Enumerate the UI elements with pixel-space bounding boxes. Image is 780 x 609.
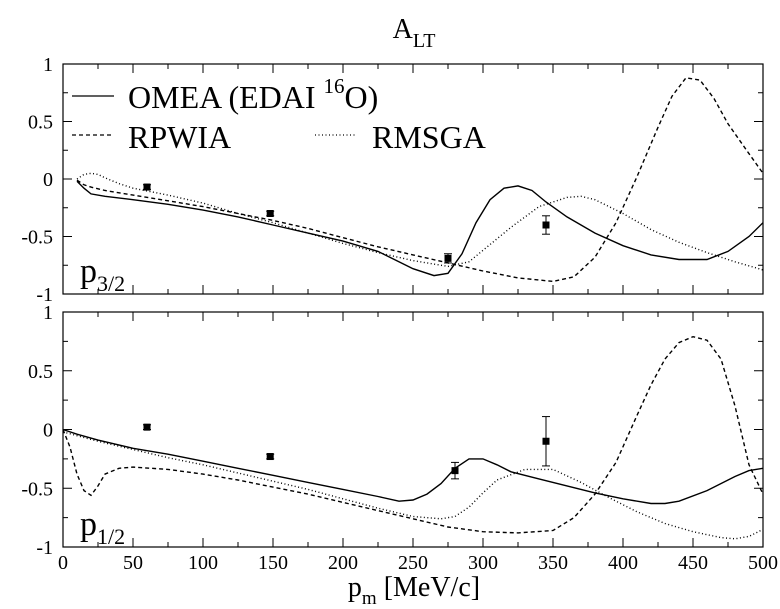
x-tick-label: 100 — [188, 552, 218, 574]
y-tick-label: -0.5 — [21, 478, 53, 500]
y-tick-label: -0.5 — [21, 227, 53, 249]
y-tick-label: 0 — [43, 169, 53, 191]
x-tick-label: 250 — [398, 552, 428, 574]
chart-title-subscript: LT — [413, 30, 436, 52]
plot-frame — [62, 311, 764, 548]
x-tick-label: 0 — [58, 552, 68, 574]
y-tick-label: 0.5 — [28, 361, 53, 383]
series-solid-line — [76, 180, 763, 277]
legend-omea-label: OMEA (EDAI 16O) — [128, 74, 378, 115]
panel-label: p1/2 — [80, 506, 125, 549]
data-point — [143, 183, 151, 191]
data-point — [542, 221, 550, 229]
panel-label: p3/2 — [80, 253, 125, 296]
data-point — [444, 254, 452, 262]
legend-rmsga-label: RMSGA — [372, 119, 486, 155]
series-dotted-line — [76, 172, 763, 271]
x-axis-label: pm [MeV/c] — [348, 572, 480, 609]
y-tick-label: 1 — [43, 302, 53, 324]
x-tick-label: 500 — [748, 552, 778, 574]
chart-title: ALT — [393, 14, 436, 52]
x-tick-label: 350 — [538, 552, 568, 574]
legend: OMEA (EDAI 16O) RPWIA RMSGA — [72, 74, 486, 155]
x-tick-label: 150 — [258, 552, 288, 574]
y-tick-label: -1 — [36, 284, 53, 306]
x-tick-label: 50 — [123, 552, 143, 574]
data-point — [143, 423, 151, 431]
x-tick-label: 400 — [608, 552, 638, 574]
y-tick-label: 0 — [43, 420, 53, 442]
y-tick-label: 0.5 — [28, 112, 53, 134]
data-point — [266, 453, 274, 461]
series-solid-line — [63, 428, 763, 505]
data-point — [451, 467, 459, 475]
legend-rpwia-label: RPWIA — [128, 119, 231, 155]
panel-p3-2: -1 -0.5 0 0.5 1 p3/2 — [21, 54, 764, 306]
x-tick-label: 300 — [468, 552, 498, 574]
series-dashed-line — [76, 77, 763, 283]
series-dashed-line — [63, 335, 763, 534]
data-point — [542, 437, 550, 445]
data-point — [266, 210, 274, 217]
y-tick-label: 1 — [43, 54, 53, 76]
y-tick-label: -1 — [36, 537, 53, 559]
series-dotted-line — [63, 431, 763, 540]
panel-p1-2: -1 -0.5 0 0.5 1 0 50 100 150 200 250 300 350 400 450 50… — [21, 302, 778, 574]
x-tick-label: 200 — [328, 552, 358, 574]
x-tick-label: 450 — [678, 552, 708, 574]
